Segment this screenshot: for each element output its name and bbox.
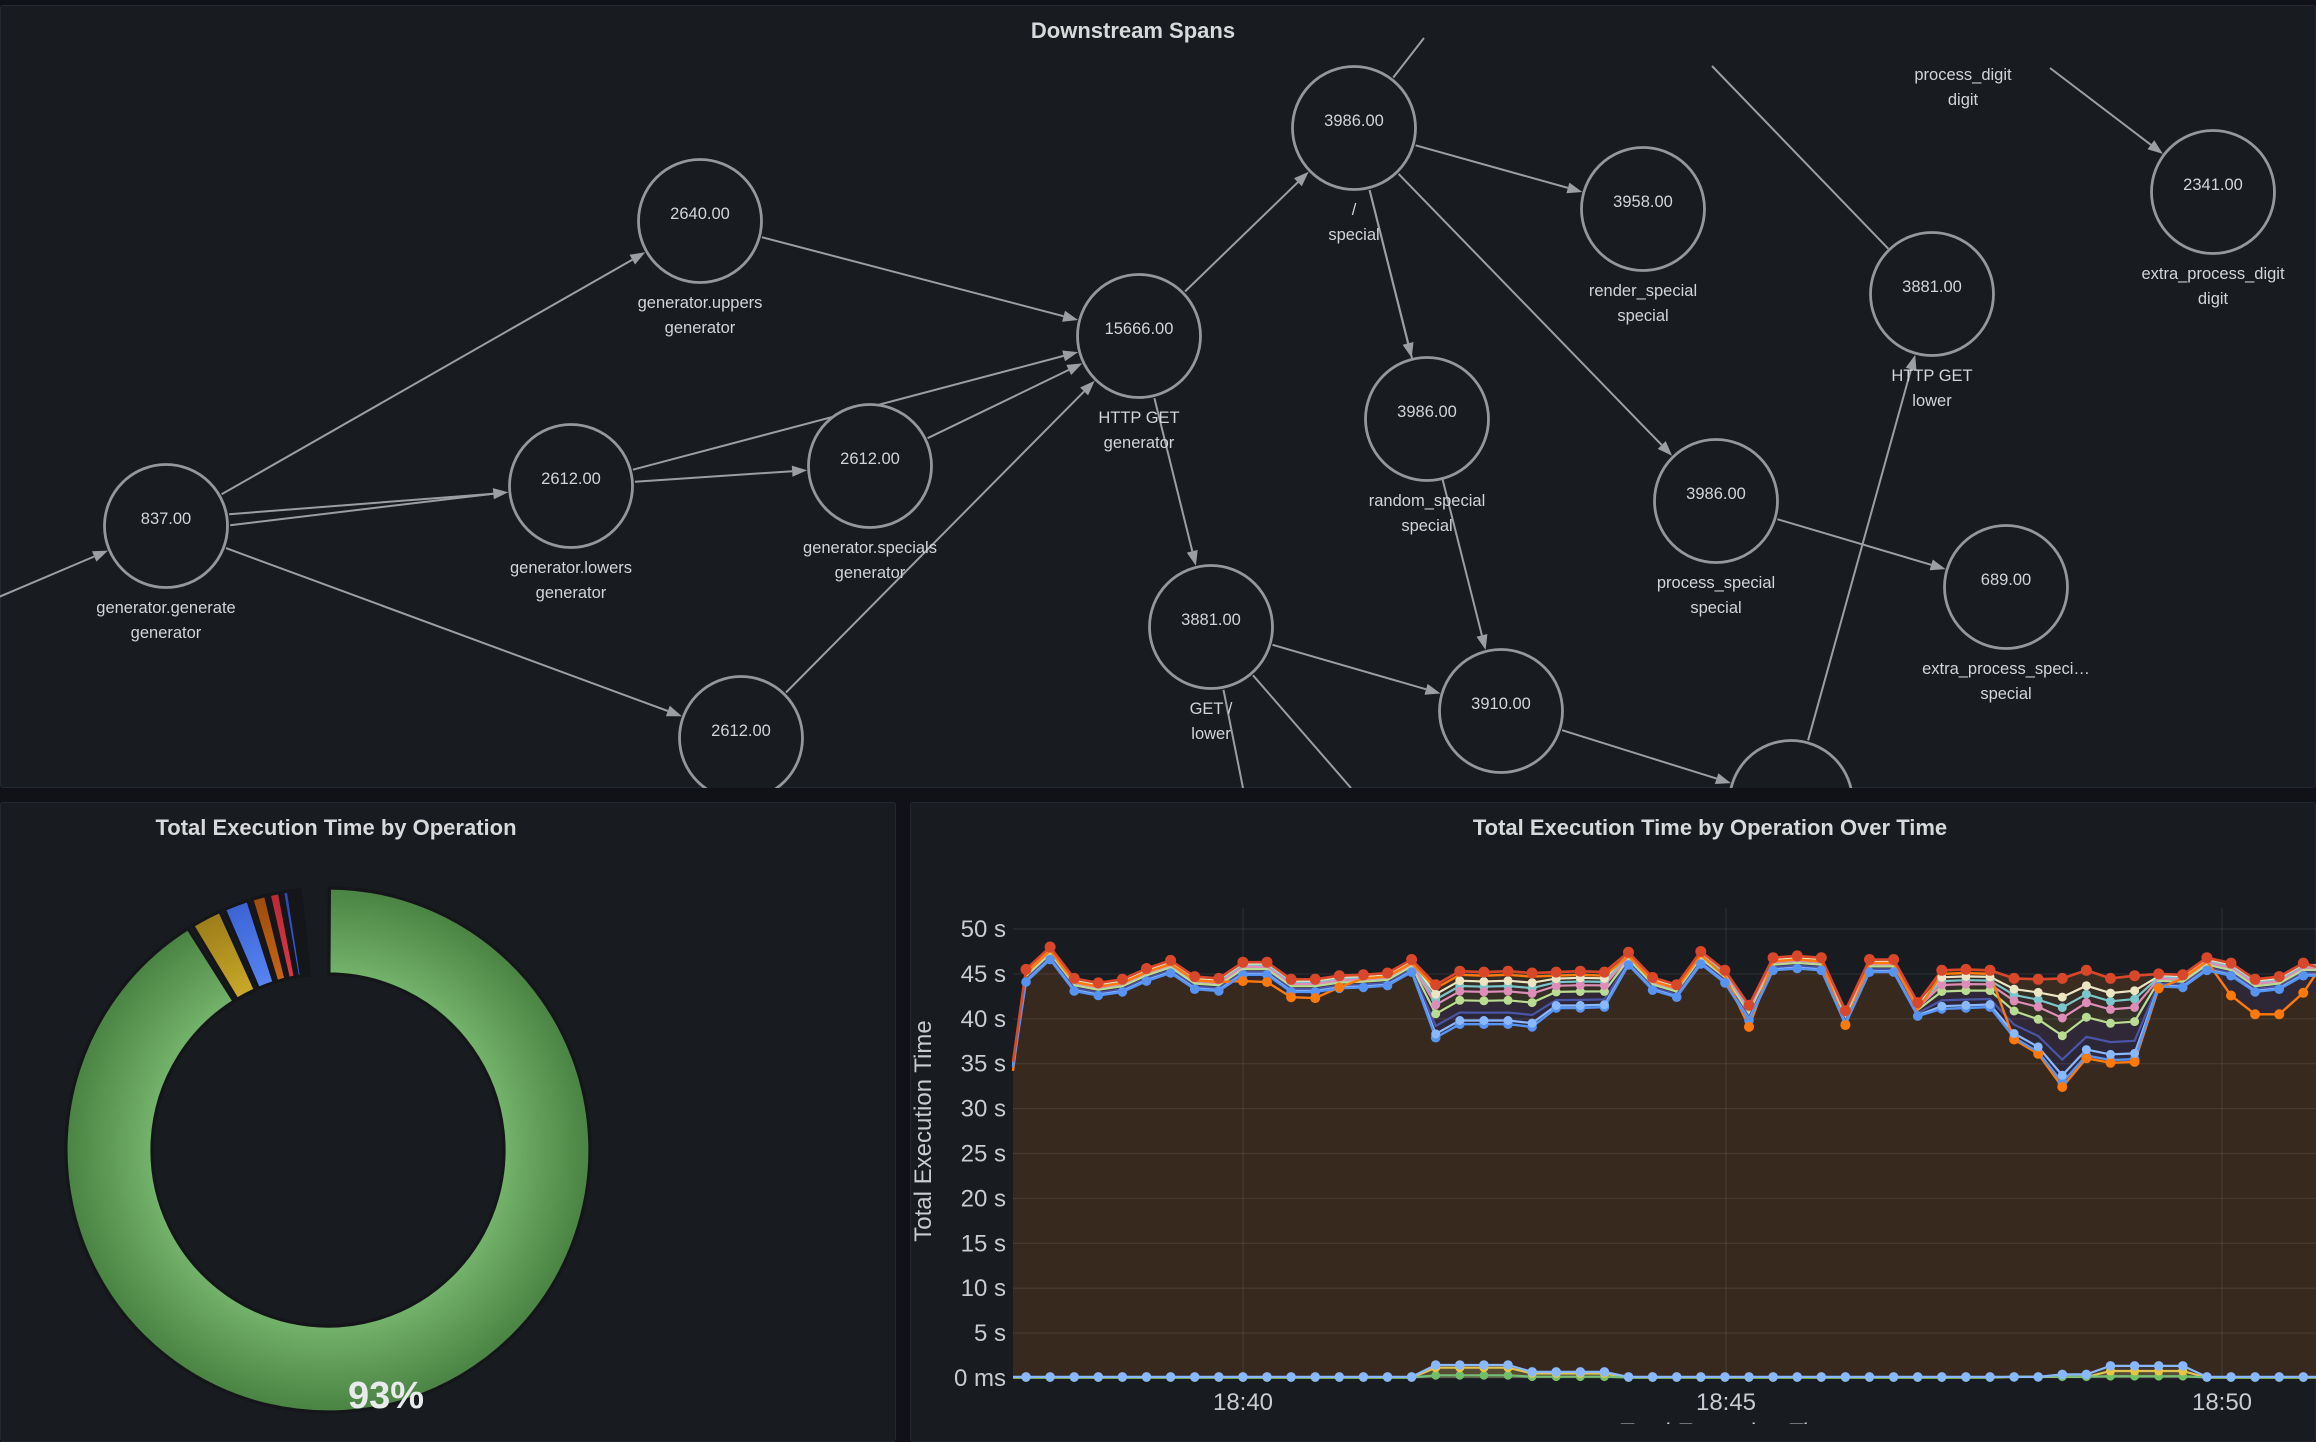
- svg-text:689.00: 689.00: [1981, 571, 2031, 589]
- svg-text:18:50: 18:50: [2192, 1389, 2252, 1416]
- svg-text:generator: generator: [131, 624, 202, 642]
- svg-text:35 s: 35 s: [961, 1051, 1006, 1078]
- svg-text:render_special: render_special: [1589, 282, 1697, 300]
- svg-text:15 s: 15 s: [961, 1230, 1006, 1257]
- svg-text:20 s: 20 s: [961, 1185, 1006, 1212]
- svg-text:Total Execution Time: Total Execution Time: [1620, 1419, 1841, 1424]
- svg-text:generator.generate: generator.generate: [96, 599, 235, 617]
- svg-text:18:40: 18:40: [1213, 1389, 1273, 1416]
- svg-text:generator.lowers: generator.lowers: [510, 559, 632, 577]
- svg-text:digit: digit: [2198, 290, 2229, 308]
- svg-text:3881.00: 3881.00: [1181, 611, 1241, 629]
- svg-text:18:45: 18:45: [1696, 1389, 1756, 1416]
- svg-text:Total Execution Time: Total Execution Time: [910, 1020, 937, 1241]
- svg-text:2341.00: 2341.00: [2183, 176, 2243, 194]
- svg-text:25 s: 25 s: [961, 1141, 1006, 1168]
- svg-text:special: special: [1980, 685, 2031, 703]
- svg-text:3986.00: 3986.00: [1397, 403, 1457, 421]
- svg-text:837.00: 837.00: [141, 510, 191, 528]
- svg-text:2612.00: 2612.00: [711, 722, 771, 740]
- svg-text:generator.specials: generator.specials: [803, 539, 937, 557]
- svg-text:3986.00: 3986.00: [1686, 485, 1746, 503]
- svg-text:random_special: random_special: [1369, 492, 1485, 510]
- svg-text:50 s: 50 s: [961, 916, 1006, 943]
- svg-text:process_special: process_special: [1657, 574, 1775, 592]
- svg-text:10 s: 10 s: [961, 1275, 1006, 1302]
- svg-text:3958.00: 3958.00: [1613, 193, 1673, 211]
- svg-text:/: /: [1352, 201, 1357, 219]
- svg-text:3901.00: 3901.00: [1761, 786, 1821, 788]
- svg-text:3986.00: 3986.00: [1324, 112, 1384, 130]
- svg-text:15666.00: 15666.00: [1105, 320, 1174, 338]
- svg-text:2612.00: 2612.00: [541, 470, 601, 488]
- svg-text:lower: lower: [1912, 392, 1952, 410]
- svg-text:3881.00: 3881.00: [1902, 278, 1962, 296]
- svg-text:GET /: GET /: [1190, 700, 1233, 718]
- svg-text:digit: digit: [1948, 91, 1979, 109]
- svg-text:3910.00: 3910.00: [1471, 695, 1531, 713]
- svg-text:special: special: [1690, 599, 1741, 617]
- svg-text:2612.00: 2612.00: [840, 450, 900, 468]
- svg-text:93%: 93%: [348, 1375, 424, 1417]
- svg-text:generator: generator: [665, 319, 736, 337]
- svg-text:HTTP GET: HTTP GET: [1891, 367, 1972, 385]
- svg-text:generator: generator: [1104, 434, 1175, 452]
- svg-text:process_digit: process_digit: [1914, 66, 2012, 84]
- svg-text:generator: generator: [835, 564, 906, 582]
- svg-text:HTTP GET: HTTP GET: [1098, 409, 1179, 427]
- svg-text:extra_process_digit: extra_process_digit: [2141, 265, 2284, 283]
- svg-text:5 s: 5 s: [974, 1320, 1006, 1347]
- svg-text:40 s: 40 s: [961, 1006, 1006, 1033]
- svg-text:2640.00: 2640.00: [670, 205, 730, 223]
- svg-text:45 s: 45 s: [961, 961, 1006, 988]
- svg-text:generator: generator: [536, 584, 607, 602]
- svg-text:lower: lower: [1191, 725, 1231, 743]
- svg-text:special: special: [1401, 517, 1452, 535]
- svg-text:special: special: [1328, 226, 1379, 244]
- svg-text:extra_process_speci…: extra_process_speci…: [1922, 660, 2090, 678]
- svg-text:special: special: [1617, 307, 1668, 325]
- svg-text:0 ms: 0 ms: [954, 1365, 1006, 1392]
- svg-text:30 s: 30 s: [961, 1096, 1006, 1123]
- svg-text:generator.uppers: generator.uppers: [638, 294, 763, 312]
